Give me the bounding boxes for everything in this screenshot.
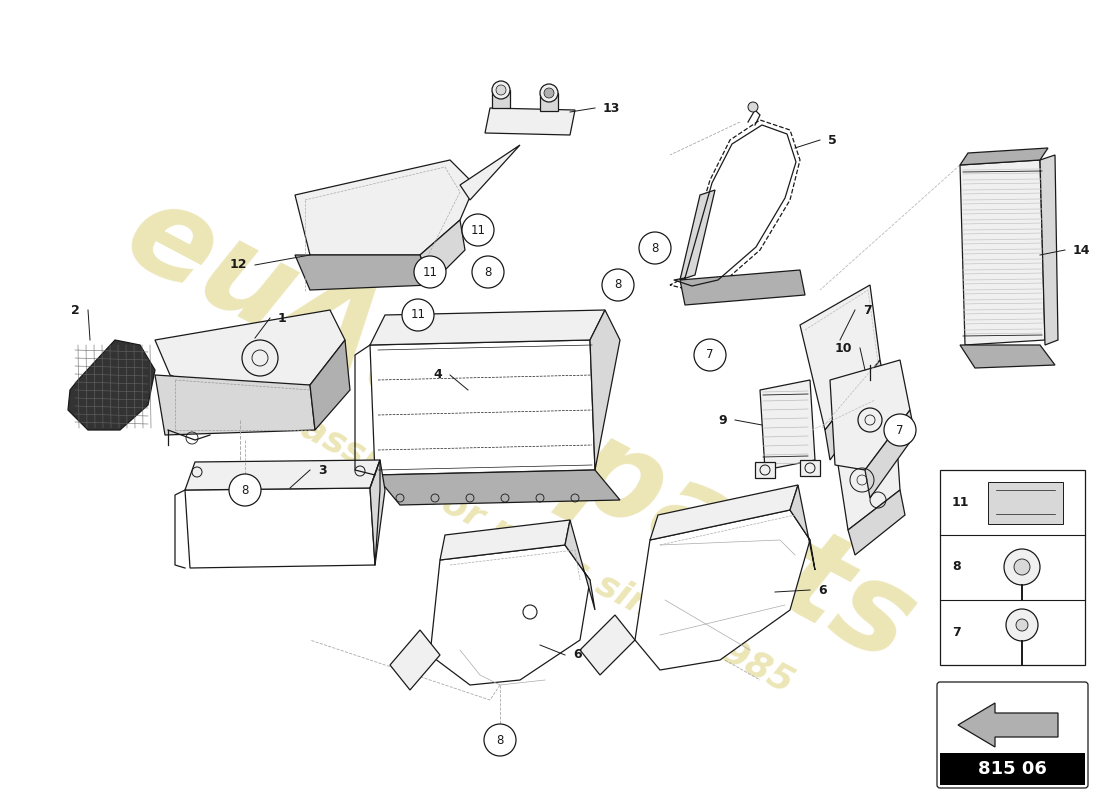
Circle shape [540, 84, 558, 102]
Circle shape [602, 269, 634, 301]
Circle shape [694, 339, 726, 371]
Circle shape [1006, 609, 1038, 641]
Text: 13: 13 [603, 102, 620, 114]
Circle shape [402, 299, 434, 331]
Text: 8: 8 [614, 278, 622, 291]
Polygon shape [155, 375, 315, 435]
Polygon shape [310, 340, 350, 430]
Polygon shape [370, 460, 385, 565]
Polygon shape [760, 380, 815, 470]
FancyBboxPatch shape [940, 470, 1085, 665]
Circle shape [1016, 619, 1028, 631]
Text: 7: 7 [864, 303, 871, 317]
Circle shape [472, 256, 504, 288]
Text: 10: 10 [835, 342, 852, 354]
Polygon shape [650, 485, 798, 540]
Polygon shape [580, 615, 635, 675]
FancyBboxPatch shape [937, 682, 1088, 788]
Text: 11: 11 [952, 495, 969, 509]
Circle shape [544, 88, 554, 98]
Text: 7: 7 [706, 349, 714, 362]
FancyBboxPatch shape [988, 482, 1063, 524]
Polygon shape [958, 703, 1058, 747]
Polygon shape [830, 360, 910, 470]
Polygon shape [155, 310, 345, 400]
Polygon shape [295, 160, 475, 255]
Text: 7: 7 [896, 423, 904, 437]
Text: 11: 11 [422, 266, 438, 278]
Polygon shape [960, 148, 1048, 165]
Polygon shape [755, 462, 775, 478]
Text: a passion for parts since 1985: a passion for parts since 1985 [241, 381, 800, 699]
Polygon shape [390, 630, 440, 690]
Text: 11: 11 [410, 309, 426, 322]
Polygon shape [835, 415, 900, 530]
FancyBboxPatch shape [940, 753, 1085, 785]
Polygon shape [825, 360, 886, 460]
Circle shape [484, 724, 516, 756]
Polygon shape [848, 490, 905, 555]
Polygon shape [440, 520, 570, 560]
Text: euAutoparts: euAutoparts [106, 171, 935, 689]
Polygon shape [800, 285, 880, 430]
Polygon shape [185, 488, 375, 568]
Text: 11: 11 [471, 223, 485, 237]
Polygon shape [370, 310, 605, 345]
Polygon shape [1040, 155, 1058, 345]
Text: 2: 2 [72, 303, 80, 317]
Polygon shape [420, 220, 465, 285]
Text: 6: 6 [818, 583, 826, 597]
Polygon shape [680, 270, 805, 305]
Text: 3: 3 [318, 463, 327, 477]
Text: 1: 1 [278, 311, 287, 325]
Circle shape [884, 414, 916, 446]
Polygon shape [590, 310, 620, 470]
Polygon shape [680, 190, 715, 280]
Polygon shape [565, 520, 595, 610]
Circle shape [1004, 549, 1040, 585]
Polygon shape [460, 145, 520, 200]
Text: 8: 8 [484, 266, 492, 278]
Text: 14: 14 [1072, 243, 1090, 257]
Text: 5: 5 [828, 134, 837, 146]
Polygon shape [670, 120, 800, 290]
Text: 8: 8 [241, 483, 249, 497]
Circle shape [229, 474, 261, 506]
Polygon shape [960, 345, 1055, 368]
Text: 6: 6 [573, 649, 582, 662]
Polygon shape [540, 93, 558, 111]
Polygon shape [430, 545, 590, 685]
Text: 8: 8 [496, 734, 504, 746]
Polygon shape [295, 255, 430, 290]
Circle shape [639, 232, 671, 264]
Polygon shape [960, 160, 1045, 345]
Text: 8: 8 [952, 561, 960, 574]
Polygon shape [68, 340, 155, 430]
Text: 8: 8 [651, 242, 659, 254]
Polygon shape [485, 108, 575, 135]
Circle shape [496, 85, 506, 95]
Polygon shape [635, 510, 810, 670]
Polygon shape [492, 90, 510, 108]
Polygon shape [800, 460, 820, 476]
Text: 9: 9 [718, 414, 727, 426]
Polygon shape [185, 460, 380, 490]
Polygon shape [375, 470, 620, 505]
Circle shape [462, 214, 494, 246]
Polygon shape [790, 485, 815, 570]
Polygon shape [370, 340, 595, 475]
Text: 815 06: 815 06 [978, 760, 1047, 778]
Text: 12: 12 [230, 258, 248, 271]
Circle shape [414, 256, 446, 288]
Polygon shape [865, 410, 915, 498]
Text: 7: 7 [952, 626, 960, 638]
Circle shape [748, 102, 758, 112]
Text: 4: 4 [433, 369, 442, 382]
Circle shape [1014, 559, 1030, 575]
Circle shape [492, 81, 510, 99]
